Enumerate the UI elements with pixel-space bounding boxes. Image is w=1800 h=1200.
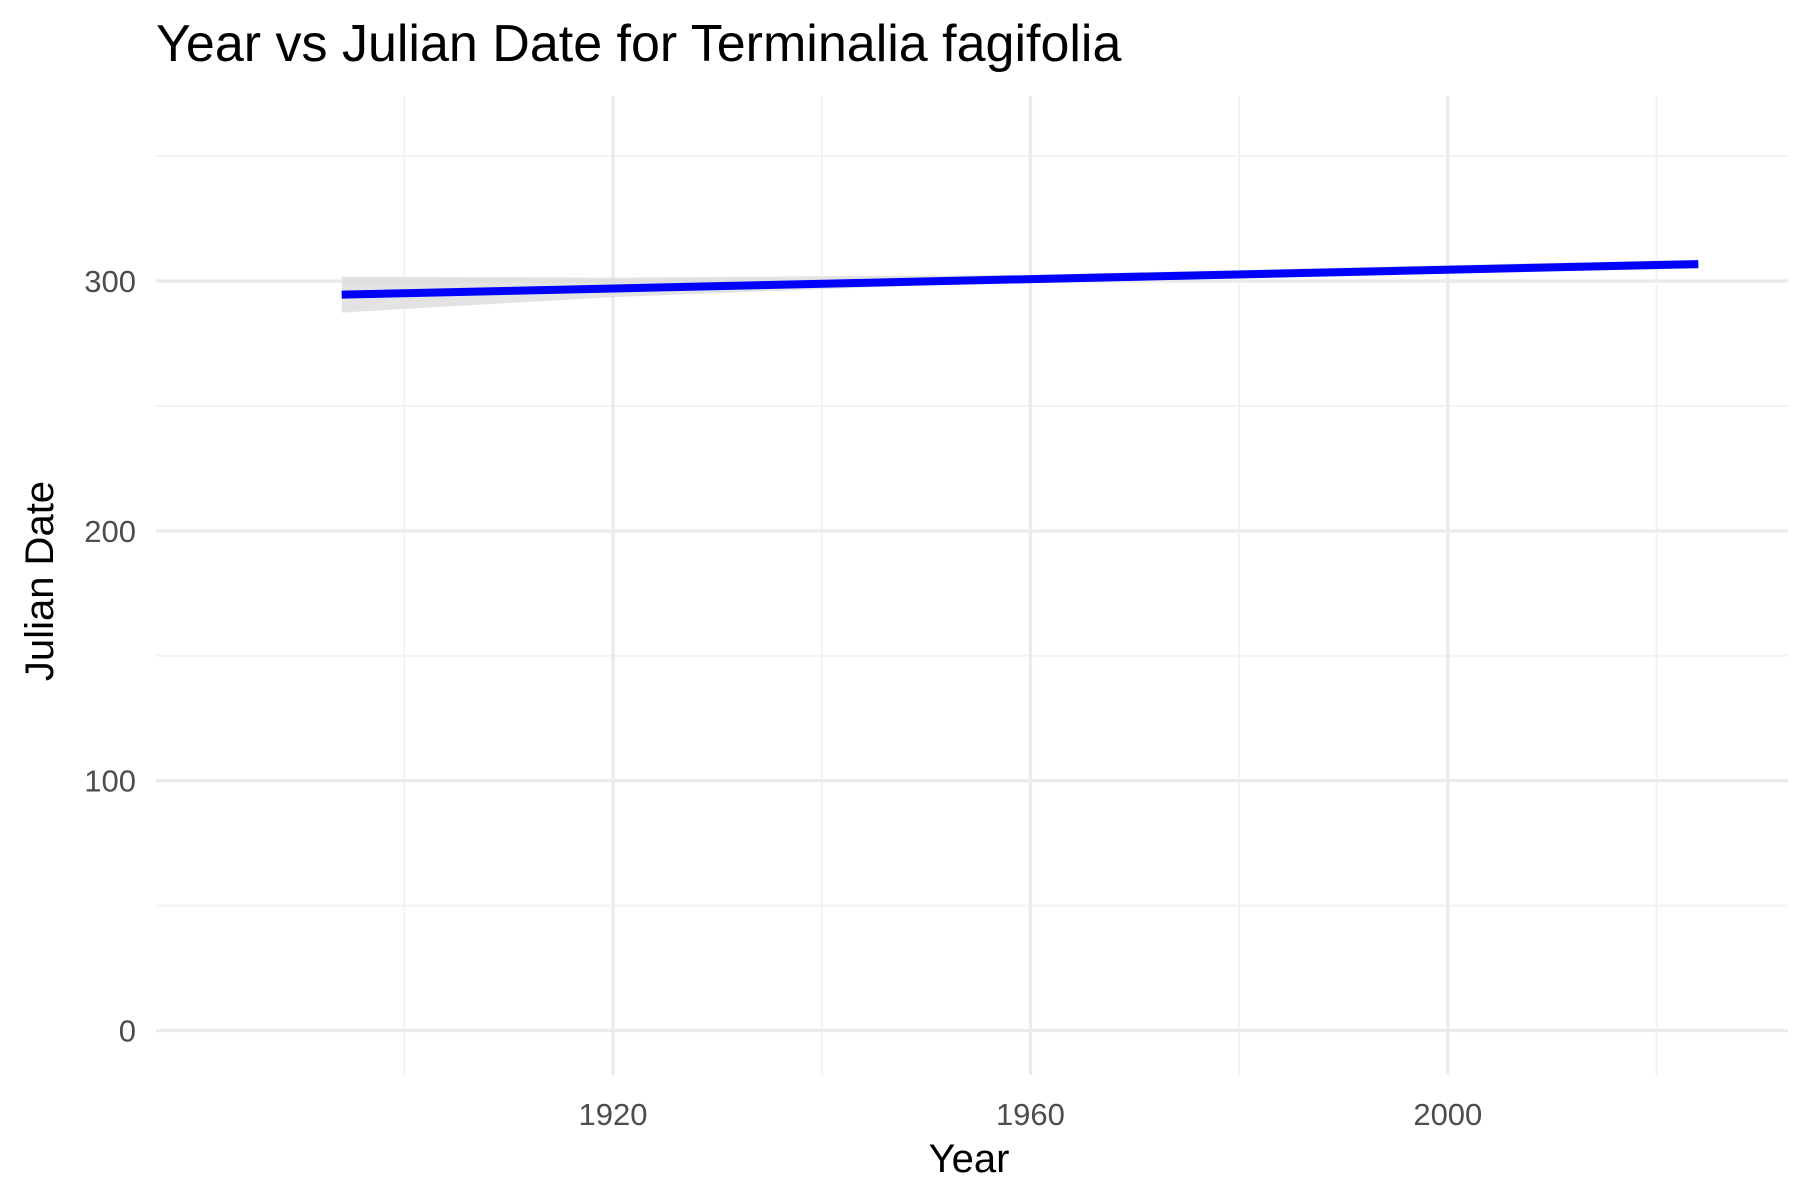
x-tick-label: 2000 xyxy=(1413,1097,1482,1132)
x-axis-title: Year xyxy=(929,1137,1010,1181)
series-line xyxy=(341,260,1699,299)
grid xyxy=(156,96,1788,1075)
series-group xyxy=(341,260,1699,299)
y-axis-ticks: 0 100 200 300 xyxy=(84,264,136,1048)
y-axis-title: Julian Date xyxy=(18,481,62,681)
x-axis-ticks: 1920 1960 2000 xyxy=(579,1097,1483,1132)
x-tick-label: 1960 xyxy=(996,1097,1065,1132)
y-tick-label: 200 xyxy=(84,514,136,549)
y-tick-label: 300 xyxy=(84,264,136,299)
x-tick-label: 1920 xyxy=(579,1097,648,1132)
y-tick-label: 0 xyxy=(119,1014,136,1049)
chart-title: Year vs Julian Date for Terminalia fagif… xyxy=(156,15,1121,73)
y-tick-label: 100 xyxy=(84,764,136,799)
